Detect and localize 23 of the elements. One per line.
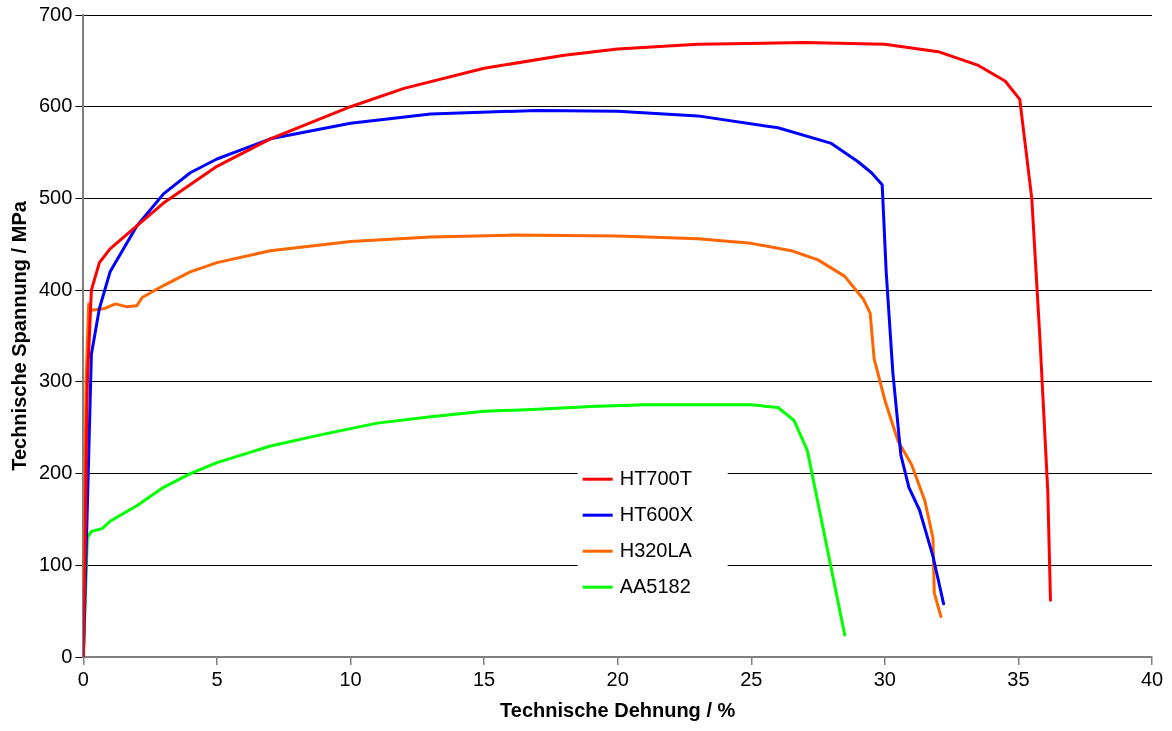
legend-label: AA5182 <box>619 574 691 597</box>
y-tick-label: 600 <box>38 94 73 117</box>
x-tick-label: 30 <box>873 667 896 690</box>
x-axis-title: Technische Dehnung / % <box>500 698 736 721</box>
x-tick-label: 10 <box>339 667 362 690</box>
legend-label: HT700T <box>619 466 692 489</box>
y-axis-title: Technische Spannung / MPa <box>7 200 30 471</box>
x-tick-label: 35 <box>1007 667 1030 690</box>
y-tick-label: 400 <box>38 277 73 300</box>
y-tick-label: 700 <box>38 2 73 25</box>
x-tick-label: 40 <box>1140 667 1164 690</box>
y-tick-label: 100 <box>38 552 73 575</box>
y-tick-label: 0 <box>61 644 73 667</box>
x-tick-label: 0 <box>77 667 89 690</box>
x-tick-label: 5 <box>211 667 223 690</box>
x-tick-label: 25 <box>740 667 763 690</box>
y-tick-label: 300 <box>38 369 73 392</box>
x-tick-label: 15 <box>472 667 496 690</box>
y-tick-label: 200 <box>38 461 73 484</box>
legend-label: H320LA <box>619 538 693 561</box>
y-tick-label: 500 <box>38 185 73 208</box>
x-tick-label: 20 <box>606 667 629 690</box>
legend-label: HT600X <box>619 502 694 525</box>
